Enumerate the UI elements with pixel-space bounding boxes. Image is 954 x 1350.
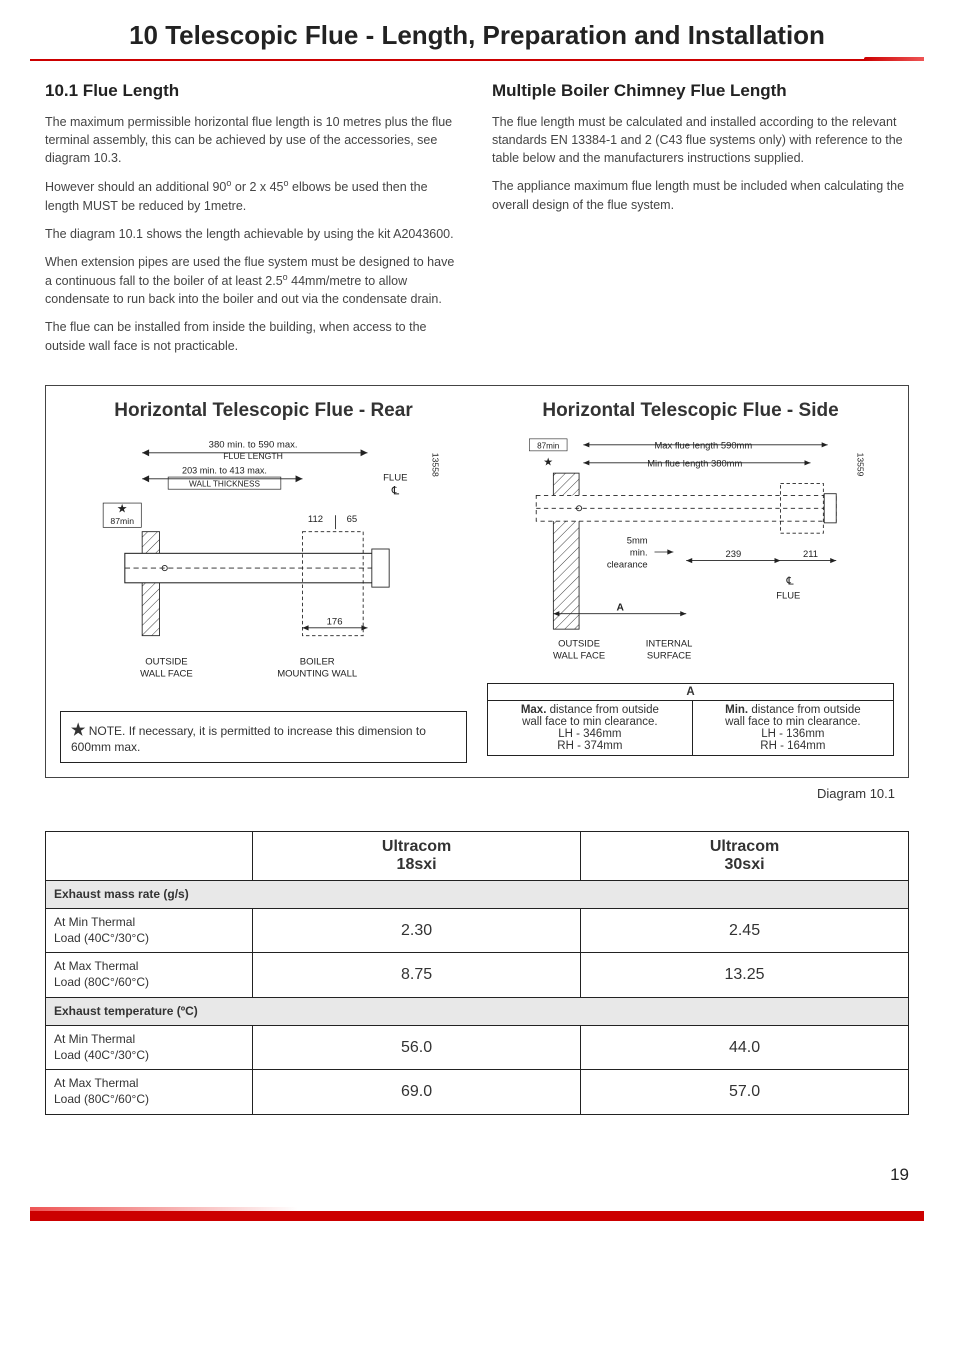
r2-v2: 13.25 — [581, 953, 909, 997]
svg-text:WALL THICKNESS: WALL THICKNESS — [189, 479, 260, 488]
left-p3: The diagram 10.1 shows the length achiev… — [45, 225, 462, 243]
svg-text:min.: min. — [630, 546, 648, 557]
side-dim-table: A Max. distance from outside wall face t… — [487, 683, 894, 756]
svg-text:BOILER: BOILER — [300, 656, 335, 667]
svg-text:℄: ℄ — [786, 575, 794, 587]
svg-text:℄: ℄ — [391, 485, 399, 497]
r1-label: At Min ThermalLoad (40C°/30°C) — [46, 909, 253, 953]
svg-text:112: 112 — [308, 514, 323, 525]
svg-text:FLUE: FLUE — [383, 472, 407, 483]
r3-v1: 56.0 — [253, 1026, 581, 1070]
rear-svg: 13558 380 min. to 590 max. FLUE LENGTH 2… — [60, 432, 467, 692]
footer-bar — [30, 1211, 924, 1221]
side-table-head: A — [488, 683, 894, 700]
svg-text:★: ★ — [117, 501, 128, 515]
side-table-right: Min. distance from outside wall face to … — [692, 700, 893, 755]
diagram-caption: Diagram 10.1 — [45, 786, 895, 801]
rear-note: ★ NOTE. If necessary, it is permitted to… — [60, 711, 467, 763]
svg-text:OUTSIDE: OUTSIDE — [145, 656, 187, 667]
svg-text:13559: 13559 — [856, 452, 866, 476]
left-p5: The flue can be installed from inside th… — [45, 318, 462, 354]
left-column: 10.1 Flue Length The maximum permissible… — [45, 81, 462, 365]
right-p1: The flue length must be calculated and i… — [492, 113, 909, 167]
page-number: 19 — [890, 1165, 909, 1185]
svg-text:176: 176 — [327, 616, 343, 627]
svg-text:211: 211 — [803, 548, 818, 559]
svg-text:WALL FACE: WALL FACE — [140, 668, 193, 679]
right-column: Multiple Boiler Chimney Flue Length The … — [492, 81, 909, 365]
left-heading: 10.1 Flue Length — [45, 81, 462, 101]
side-svg: 13559 87min ★ Max flue length 590mm Min … — [487, 432, 894, 672]
r1-v2: 2.45 — [581, 909, 909, 953]
r3-v2: 44.0 — [581, 1026, 909, 1070]
page-footer: 19 — [0, 1135, 954, 1211]
left-p4: When extension pipes are used the flue s… — [45, 253, 462, 309]
side-table-left: Max. distance from outside wall face to … — [488, 700, 693, 755]
page-title: 10 Telescopic Flue - Length, Preparation… — [30, 20, 924, 51]
right-heading: Multiple Boiler Chimney Flue Length — [492, 81, 909, 101]
left-p1: The maximum permissible horizontal flue … — [45, 113, 462, 167]
section-mass-rate: Exhaust mass rate (g/s) — [46, 880, 909, 909]
svg-text:87min: 87min — [110, 516, 134, 526]
diagram-rear: Horizontal Telescopic Flue - Rear 13558 … — [60, 400, 467, 763]
r1-v1: 2.30 — [253, 909, 581, 953]
th-blank — [46, 831, 253, 880]
svg-text:WALL FACE: WALL FACE — [553, 649, 605, 660]
page-header: 10 Telescopic Flue - Length, Preparation… — [30, 0, 924, 61]
svg-text:65: 65 — [347, 514, 358, 525]
svg-text:INTERNAL: INTERNAL — [646, 637, 693, 648]
r4-v1: 69.0 — [253, 1070, 581, 1114]
diagram-side: Horizontal Telescopic Flue - Side 13559 … — [487, 400, 894, 763]
svg-text:clearance: clearance — [607, 558, 648, 569]
th-col2: Ultracom30sxi — [581, 831, 909, 880]
svg-text:239: 239 — [726, 548, 742, 559]
svg-text:203 min. to 413 max.: 203 min. to 413 max. — [182, 465, 267, 475]
intro-columns: 10.1 Flue Length The maximum permissible… — [45, 81, 909, 365]
svg-text:MOUNTING WALL: MOUNTING WALL — [277, 668, 357, 679]
r2-label: At Max ThermalLoad (80C°/60°C) — [46, 953, 253, 997]
svg-text:SURFACE: SURFACE — [647, 649, 691, 660]
svg-text:87min: 87min — [537, 441, 559, 450]
section-temp: Exhaust temperature (ºC) — [46, 997, 909, 1026]
r4-label: At Max ThermalLoad (80C°/60°C) — [46, 1070, 253, 1114]
rear-title: Horizontal Telescopic Flue - Rear — [60, 400, 467, 422]
exhaust-table: Ultracom18sxi Ultracom30sxi Exhaust mass… — [45, 831, 909, 1115]
svg-text:13558: 13558 — [431, 452, 441, 476]
svg-text:380 min. to 590 max.: 380 min. to 590 max. — [209, 439, 298, 450]
content: 10.1 Flue Length The maximum permissible… — [0, 81, 954, 1115]
svg-text:A: A — [617, 602, 625, 613]
svg-text:OUTSIDE: OUTSIDE — [558, 637, 600, 648]
left-p2: However should an additional 90o or 2 x … — [45, 177, 462, 214]
svg-text:★: ★ — [543, 456, 553, 468]
diagram-box: Horizontal Telescopic Flue - Rear 13558 … — [45, 385, 909, 778]
r2-v1: 8.75 — [253, 953, 581, 997]
r3-label: At Min ThermalLoad (40C°/30°C) — [46, 1026, 253, 1070]
th-col1: Ultracom18sxi — [253, 831, 581, 880]
svg-text:FLUE: FLUE — [776, 589, 800, 600]
side-title: Horizontal Telescopic Flue - Side — [487, 400, 894, 422]
svg-text:5mm: 5mm — [627, 534, 648, 545]
right-p2: The appliance maximum flue length must b… — [492, 177, 909, 213]
r4-v2: 57.0 — [581, 1070, 909, 1114]
